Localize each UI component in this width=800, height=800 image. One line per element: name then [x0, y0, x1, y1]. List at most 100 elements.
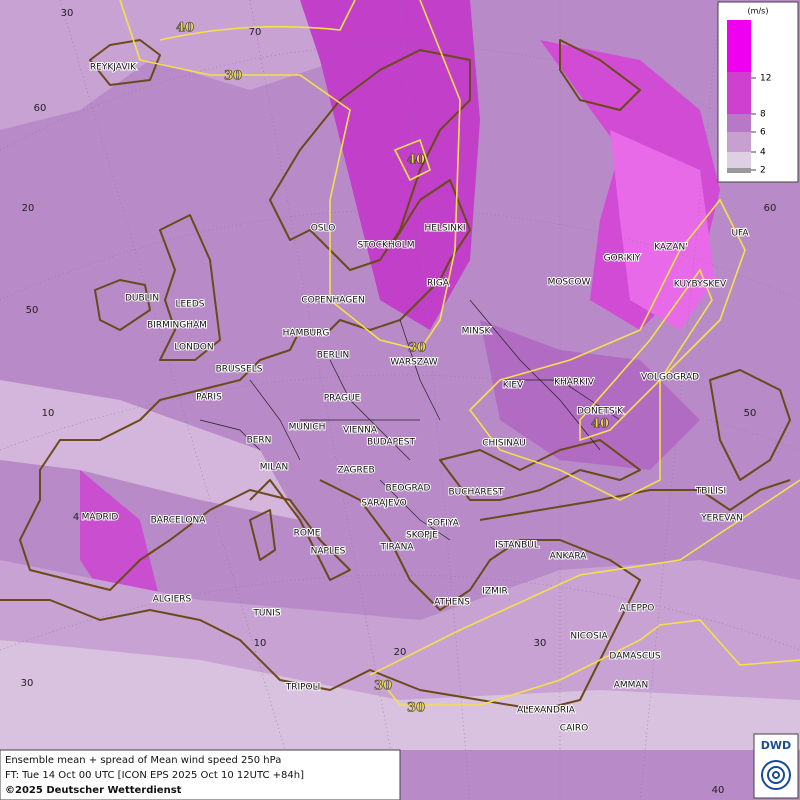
city-label: DONETS'K: [577, 407, 624, 417]
field-low: [0, 640, 800, 750]
city-label: PRAGUE: [324, 394, 361, 404]
city-label: MOSCOW: [548, 278, 591, 288]
city-label: RIGA: [427, 279, 450, 289]
footer-time: FT: Tue 14 Oct 00 UTC [ICON EPS 2025 Oct…: [5, 770, 304, 781]
contour-label: 40: [176, 21, 194, 36]
graticule-label: 40: [712, 785, 725, 796]
contour-label: 30: [407, 701, 425, 716]
contour-label: 40: [591, 417, 609, 432]
graticule-label: 30: [534, 638, 547, 649]
contour-label: 30: [374, 679, 392, 694]
legend-unit: (m/s): [748, 7, 769, 16]
city-label: KHARKIV: [554, 378, 595, 388]
city-label: OSLO: [311, 224, 336, 234]
footer-box: [0, 749, 401, 800]
city-label: HAMBURG: [283, 329, 330, 339]
city-label: UFA: [731, 229, 749, 239]
city-label: BUDAPEST: [367, 438, 416, 448]
legend-swatch: [727, 72, 751, 114]
city-label: CAIRO: [560, 724, 588, 734]
graticule-label: 4: [73, 512, 79, 523]
city-label: MUNICH: [289, 423, 326, 433]
field-high: [610, 130, 715, 330]
city-label: BARCELONA: [151, 516, 207, 526]
city-label: ATHENS: [434, 598, 470, 608]
footer-title: Ensemble mean + spread of Mean wind spee…: [5, 755, 281, 766]
city-label: BERN: [247, 436, 272, 446]
city-label: BRUSSELS: [216, 365, 263, 375]
graticule-label: 30: [21, 678, 34, 689]
city-label: TIRANA: [379, 543, 414, 553]
city-label: SKOPJE: [406, 531, 438, 541]
city-label: SARAJEVO: [361, 499, 407, 509]
city-label: CHISINAU: [482, 439, 526, 449]
footer-copyright: ©2025 Deutscher Wetterdienst: [5, 785, 182, 796]
city-label: REYKJAVIK: [90, 63, 137, 73]
city-label: BIRMINGHAM: [147, 321, 207, 331]
city-label: TRIPOLI: [285, 683, 321, 693]
borders: [199, 299, 621, 541]
graticule-label: 30: [61, 8, 74, 19]
contour-label: 30: [224, 69, 242, 84]
graticule-label: 60: [764, 203, 777, 214]
field-mid: [480, 320, 700, 470]
city-label: AMMAN: [614, 681, 649, 691]
graticule-label: 10: [42, 408, 55, 419]
graticule-label: 70: [249, 27, 262, 38]
field-low: [0, 380, 300, 520]
city-label: COPENHAGEN: [301, 296, 364, 306]
city-label: GOR'KIY: [604, 254, 641, 264]
legend-swatch: [727, 114, 751, 132]
city-label: SOFIYA: [427, 519, 459, 529]
city-label: ANKARA: [550, 552, 588, 562]
legend-tick-label: 8: [760, 110, 766, 120]
legend-tick-label: 4: [760, 148, 766, 158]
city-label: BERLIN: [317, 351, 350, 361]
field-low: [0, 0, 360, 130]
legend-swatch: [727, 20, 751, 72]
city-label: NAPLES: [311, 547, 346, 557]
legend-tick-label: 2: [760, 166, 766, 176]
isotachs: [119, 0, 800, 706]
legend-tick-label: 12: [760, 74, 771, 84]
legend-swatch: [727, 152, 751, 168]
city-label: ROME: [294, 529, 321, 539]
city-label: VOLGOGRAD: [641, 373, 699, 383]
logo-icon: [761, 760, 791, 790]
city-label: ZAGREB: [337, 466, 374, 476]
graticule-label: 20: [22, 203, 35, 214]
legend-swatch: [727, 132, 751, 152]
city-label: LONDON: [174, 343, 213, 353]
graticule-label: 50: [26, 305, 39, 316]
city-label: KIEV: [503, 381, 524, 391]
city-label: BEOGRAD: [386, 484, 431, 494]
city-label: ALEPPO: [620, 604, 655, 614]
city-label: ALGIERS: [153, 595, 192, 605]
city-label: PARIS: [196, 393, 222, 403]
coastlines: [0, 39, 791, 711]
graticule-label: 60: [34, 103, 47, 114]
city-label: MILAN: [260, 463, 289, 473]
city-label: DUBLIN: [125, 294, 159, 304]
city-label: VIENNA: [343, 426, 378, 436]
graticule-label: 20: [394, 647, 407, 658]
city-label: STOCKHOLM: [357, 241, 414, 251]
city-label: BUCHAREST: [448, 488, 504, 498]
legend: (m/s) 2 4 6 8 12: [717, 1, 799, 183]
contour-label: 40: [407, 153, 425, 168]
contour-label: 30: [408, 341, 426, 356]
city-label: TBILISI: [695, 487, 726, 497]
city-label: HELSINKI: [424, 224, 465, 234]
logo-text: DWD: [761, 739, 791, 752]
city-label: YEREVAN: [700, 514, 743, 524]
field-high: [300, 0, 480, 330]
city-label: MINSK: [462, 327, 492, 337]
city-label: LEEDS: [175, 300, 204, 310]
city-label: DAMASCUS: [609, 652, 660, 662]
city-label: WARSZAW: [390, 358, 437, 368]
city-label: KUYBYSKEV: [674, 280, 727, 290]
city-label: KAZAN': [654, 243, 687, 253]
city-label: MADRID: [82, 513, 119, 523]
legend-tick-label: 6: [760, 128, 766, 138]
